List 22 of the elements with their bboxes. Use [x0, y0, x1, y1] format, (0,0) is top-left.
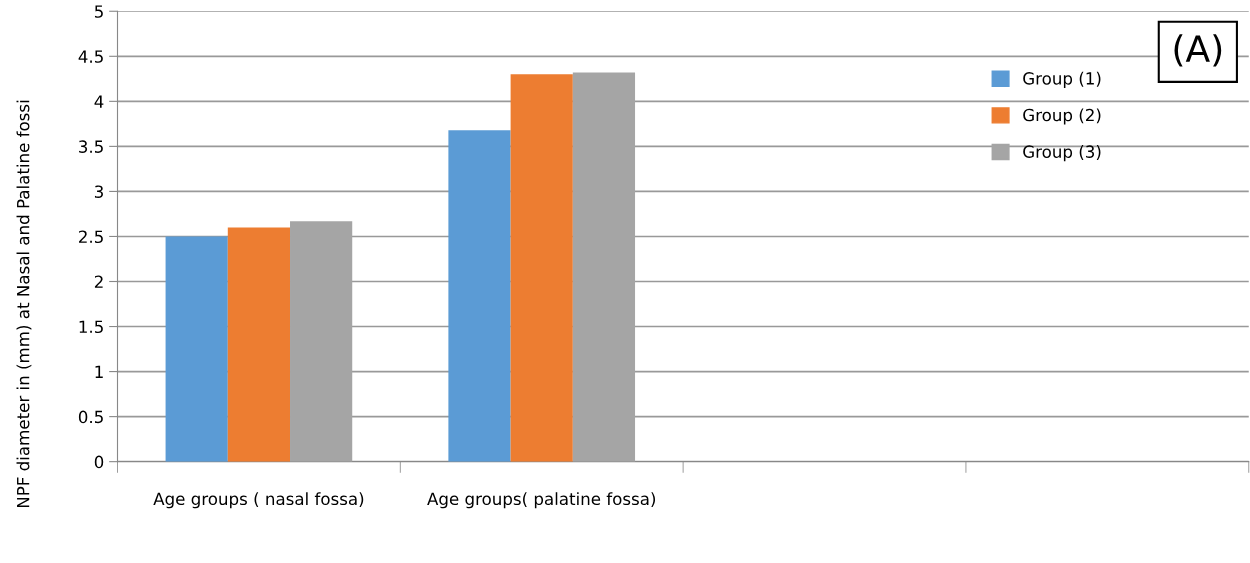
y-tick-label: 1	[95, 365, 103, 378]
legend-label: Group (2)	[1023, 108, 1101, 125]
bar	[510, 74, 573, 462]
y-tick-label: 3	[94, 185, 103, 198]
legend-label: Group (3)	[1023, 145, 1101, 162]
annotation: (A)	[1174, 34, 1222, 67]
y-axis-title: NPF diameter in (mm) at Nasal and Palatine fossi	[16, 100, 32, 508]
y-tick-label: 0	[94, 455, 104, 469]
y-tick-label: 5	[94, 5, 103, 18]
x-tick-label: Age groups( palatine fossa)	[427, 492, 656, 509]
y-tick-label: 3.5	[79, 140, 103, 153]
y-tick-label: 0.5	[78, 410, 103, 424]
bar	[448, 130, 511, 462]
y-tick-label: 4	[94, 95, 104, 108]
x-tick-label: Age groups ( nasal fossa)	[153, 492, 364, 509]
bar	[165, 236, 228, 462]
y-tick-label: 4.5	[78, 50, 103, 63]
y-tick-label: 1.5	[79, 320, 103, 334]
y-tick-label: 2	[94, 275, 103, 288]
legend-label: Group (1)	[1023, 71, 1101, 88]
y-tick-label: 2.5	[79, 230, 103, 244]
bar	[227, 227, 291, 462]
